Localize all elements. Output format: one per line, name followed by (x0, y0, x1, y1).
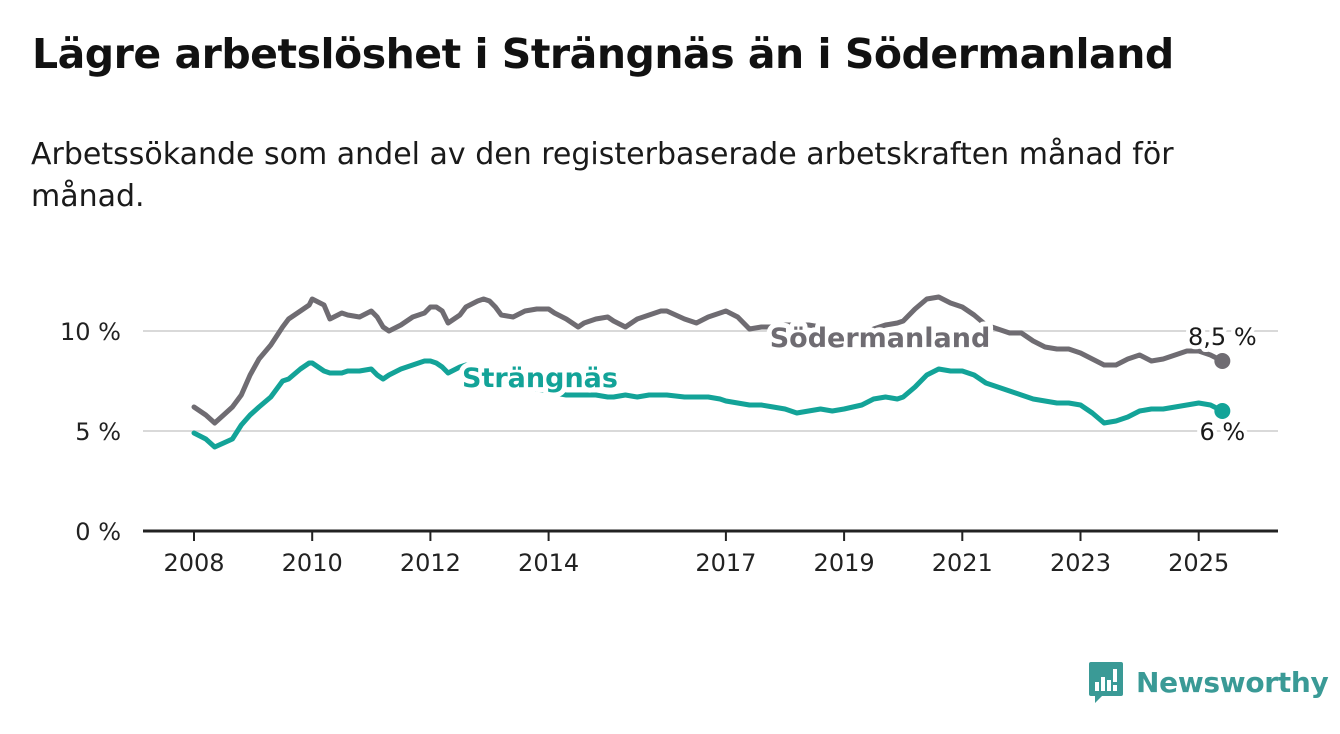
series-name-halo: Strängnäs (462, 363, 618, 394)
x-axis-ticks: 2008 2010 2012 2014 2017 2019 2021 2023 2025 (163, 531, 1229, 577)
series-end-point (1214, 403, 1231, 419)
x-tick-label: 2019 (814, 549, 875, 577)
x-tick-label: 2012 (400, 549, 461, 577)
x-tick-label: 2025 (1168, 549, 1229, 577)
y-tick-label: 5 % (75, 418, 121, 446)
y-tick-label: 10 % (60, 318, 121, 346)
y-axis-ticks: 0 % 5 % 10 % (60, 318, 121, 546)
series-lines (191, 294, 1231, 450)
brand-name: Newsworthy (1136, 665, 1329, 699)
end-value-label: 8,5 % (1188, 323, 1257, 351)
series-name-label: Strängnäs (462, 363, 618, 394)
series-end-point (1214, 353, 1231, 369)
end-value-label: 6 % (1199, 418, 1245, 446)
chart-subtitle: Arbetssökande som andel av den registerb… (31, 137, 1174, 214)
x-tick-label: 2023 (1050, 549, 1111, 577)
newsworthy-logo: Newsworthy (1088, 660, 1329, 704)
line-chart: 0 %5 %10 % 2008 2010 2012 2014 2017 2019 2021 2… (60, 294, 1278, 577)
x-tick-label: 2008 (163, 549, 224, 577)
y-tick-label: 0 % (75, 518, 121, 546)
x-tick-label: 2021 (932, 549, 993, 577)
series-name-halo: Södermanland (770, 323, 991, 354)
bar-chart-icon (1089, 662, 1123, 703)
series-line-strangnas (191, 358, 1225, 450)
x-tick-label: 2014 (518, 549, 579, 577)
x-tick-label: 2017 (695, 549, 756, 577)
series-name-label: Södermanland (770, 323, 991, 354)
x-tick-label: 2010 (282, 549, 343, 577)
end-value-halo: 8,5 % (1188, 323, 1257, 351)
chart-title: Lägre arbetslöshet i Strängnäs än i Söde… (32, 30, 1174, 78)
gridlines (143, 330, 1278, 533)
series-line-sodermanland (191, 294, 1225, 426)
end-value-halo: 6 % (1199, 418, 1245, 446)
